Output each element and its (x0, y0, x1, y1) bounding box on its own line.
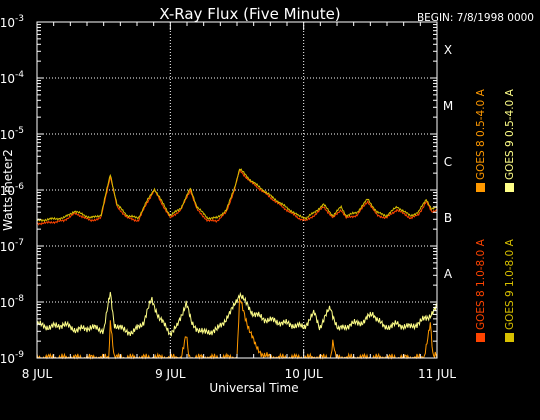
x-tick-label: 11 JUL (418, 367, 456, 381)
flare-class-A: A (444, 267, 453, 281)
legend-label: GOES 9 1.0-8.0 A (504, 238, 516, 330)
y-tick-label: 10-8 (0, 294, 24, 310)
legend-swatch (505, 183, 514, 192)
y-axis: 10-3 10-4 10-5 10-6 10-7 10-8 10-9 (0, 14, 437, 366)
flare-class-M: M (443, 99, 453, 113)
y-tick-label: 10-4 (0, 70, 24, 86)
begin-date: BEGIN: 7/8/1998 0000 (417, 12, 534, 24)
x-tick-label: 9 JUL (155, 367, 186, 381)
x-tick-label: 10 JUL (285, 367, 323, 381)
grid (37, 22, 437, 358)
legend-swatch (476, 333, 485, 342)
y-tick-label: 10-9 (0, 350, 24, 366)
legend-swatch (476, 183, 485, 192)
legend-swatch (505, 333, 514, 342)
series-line-2 (36, 168, 438, 223)
flare-class-C: C (444, 155, 452, 169)
flare-class-labels: X M C B A (443, 43, 453, 281)
y-tick-label: 10-3 (0, 14, 24, 30)
x-tick-label: 8 JUL (22, 367, 53, 381)
y-tick-label: 10-5 (0, 126, 24, 142)
legend-label: GOES 8 1.0-8.0 A (475, 238, 487, 330)
flare-class-X: X (444, 43, 452, 57)
y-axis-label: Watts meter2 (1, 149, 15, 231)
flare-class-B: B (444, 211, 452, 225)
x-axis-label: Universal Time (209, 381, 298, 395)
chart-title: X-Ray Flux (Five Minute) (159, 5, 340, 23)
x-axis: 8 JUL 9 JUL 10 JUL 11 JUL (22, 22, 456, 381)
series-line-3 (36, 291, 438, 337)
legend-label: GOES 8 0.5-4.0 A (475, 88, 487, 180)
legend-label: GOES 9 0.5-4.0 A (504, 88, 516, 180)
legend: GOES 8 1.0-8.0 A GOES 8 0.5-4.0 A GOES 9 1… (475, 88, 516, 342)
y-tick-label: 10-7 (0, 238, 24, 254)
y-tick-label: 10-6 (0, 182, 24, 198)
